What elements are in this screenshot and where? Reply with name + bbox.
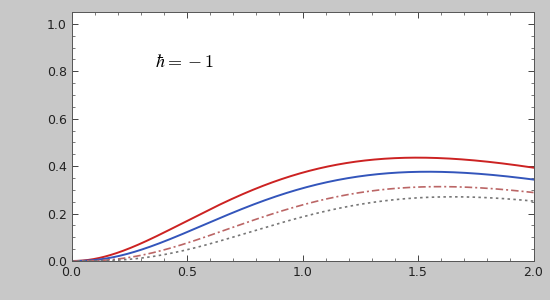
Text: $\hbar = -1$: $\hbar = -1$ bbox=[155, 53, 214, 71]
